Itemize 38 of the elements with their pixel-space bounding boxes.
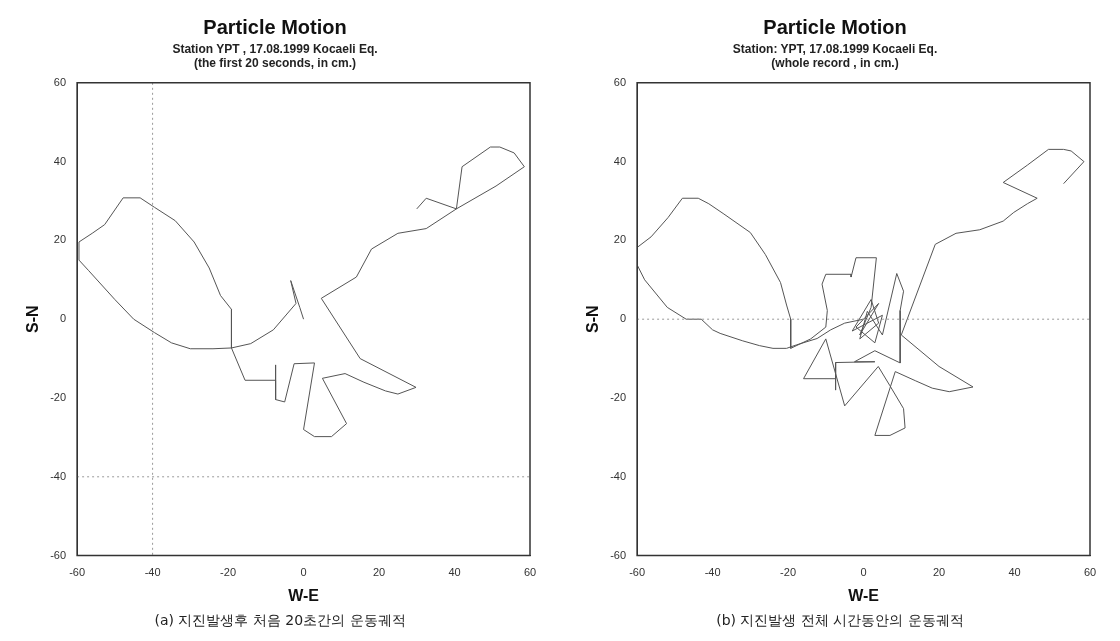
x-tick-label: 40 (448, 566, 461, 579)
x-tick-label: 20 (372, 566, 386, 579)
x-tick-label: -60 (69, 566, 86, 579)
x-tick-label: -40 (144, 566, 161, 579)
x-axis-title: W-E (848, 586, 880, 604)
x-tick-label: -40 (704, 566, 721, 579)
x-tick-label: 60 (1083, 566, 1097, 579)
y-axis-title: S-N (24, 305, 42, 333)
y-tick-label: 20 (53, 233, 67, 246)
y-tick-label: -60 (610, 548, 627, 561)
x-tick-label: 0 (300, 566, 307, 579)
x-tick-label: 0 (860, 566, 867, 579)
y-axis-title: S-N (584, 305, 602, 333)
y-tick-label: -60 (50, 548, 67, 561)
y-tick-label: 60 (53, 75, 67, 88)
x-tick-label: 60 (523, 566, 537, 579)
y-tick-label: 0 (619, 312, 627, 325)
y-tick-label: -20 (50, 391, 67, 404)
x-tick-label: 40 (1008, 566, 1021, 579)
y-tick-label: 60 (613, 75, 627, 88)
x-axis-title: W-E (288, 586, 320, 604)
text: (a) 지진발생후 처음 20초간의 운동궤적 (153, 612, 407, 630)
y-tick-label: -20 (610, 391, 627, 404)
chart-title: Particle Motion (763, 15, 907, 38)
text: (b) 지진발생 전체 시간동안의 운동궤적 (715, 612, 965, 630)
y-tick-label: -40 (50, 469, 67, 482)
chart-title: Particle Motion (203, 15, 347, 38)
y-tick-label: 20 (613, 233, 627, 246)
y-tick-label: 0 (59, 312, 67, 325)
chart-subtitle: Station: YPT, 17.08.1999 Kocaeli Eq. (whole record , in cm.) (732, 41, 938, 70)
y-tick-label: -40 (610, 469, 627, 482)
chart-subtitle: Station YPT , 17.08.1999 Kocaeli Eq. (the first 20 seconds, in cm.) (172, 41, 378, 70)
x-tick-label: -20 (780, 566, 797, 579)
x-tick-label: -20 (220, 566, 237, 579)
y-tick-label: 40 (53, 154, 67, 167)
x-tick-label: 20 (932, 566, 946, 579)
y-tick-label: 40 (613, 154, 627, 167)
x-tick-label: -60 (629, 566, 646, 579)
